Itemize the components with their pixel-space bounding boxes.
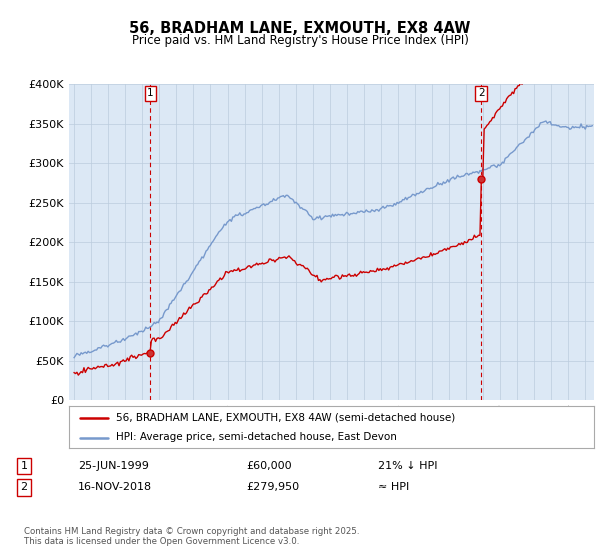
Text: 56, BRADHAM LANE, EXMOUTH, EX8 4AW (semi-detached house): 56, BRADHAM LANE, EXMOUTH, EX8 4AW (semi… <box>116 413 455 423</box>
Text: Price paid vs. HM Land Registry's House Price Index (HPI): Price paid vs. HM Land Registry's House … <box>131 34 469 46</box>
Text: 21% ↓ HPI: 21% ↓ HPI <box>378 461 437 471</box>
Text: 25-JUN-1999: 25-JUN-1999 <box>78 461 149 471</box>
Text: 1: 1 <box>147 88 154 99</box>
Text: Contains HM Land Registry data © Crown copyright and database right 2025.
This d: Contains HM Land Registry data © Crown c… <box>24 526 359 546</box>
Text: 2: 2 <box>20 482 28 492</box>
Text: £60,000: £60,000 <box>246 461 292 471</box>
Text: HPI: Average price, semi-detached house, East Devon: HPI: Average price, semi-detached house,… <box>116 432 397 442</box>
Text: 16-NOV-2018: 16-NOV-2018 <box>78 482 152 492</box>
Text: £279,950: £279,950 <box>246 482 299 492</box>
Text: ≈ HPI: ≈ HPI <box>378 482 409 492</box>
Text: 56, BRADHAM LANE, EXMOUTH, EX8 4AW: 56, BRADHAM LANE, EXMOUTH, EX8 4AW <box>130 21 470 36</box>
Text: 1: 1 <box>20 461 28 471</box>
Text: 2: 2 <box>478 88 484 99</box>
